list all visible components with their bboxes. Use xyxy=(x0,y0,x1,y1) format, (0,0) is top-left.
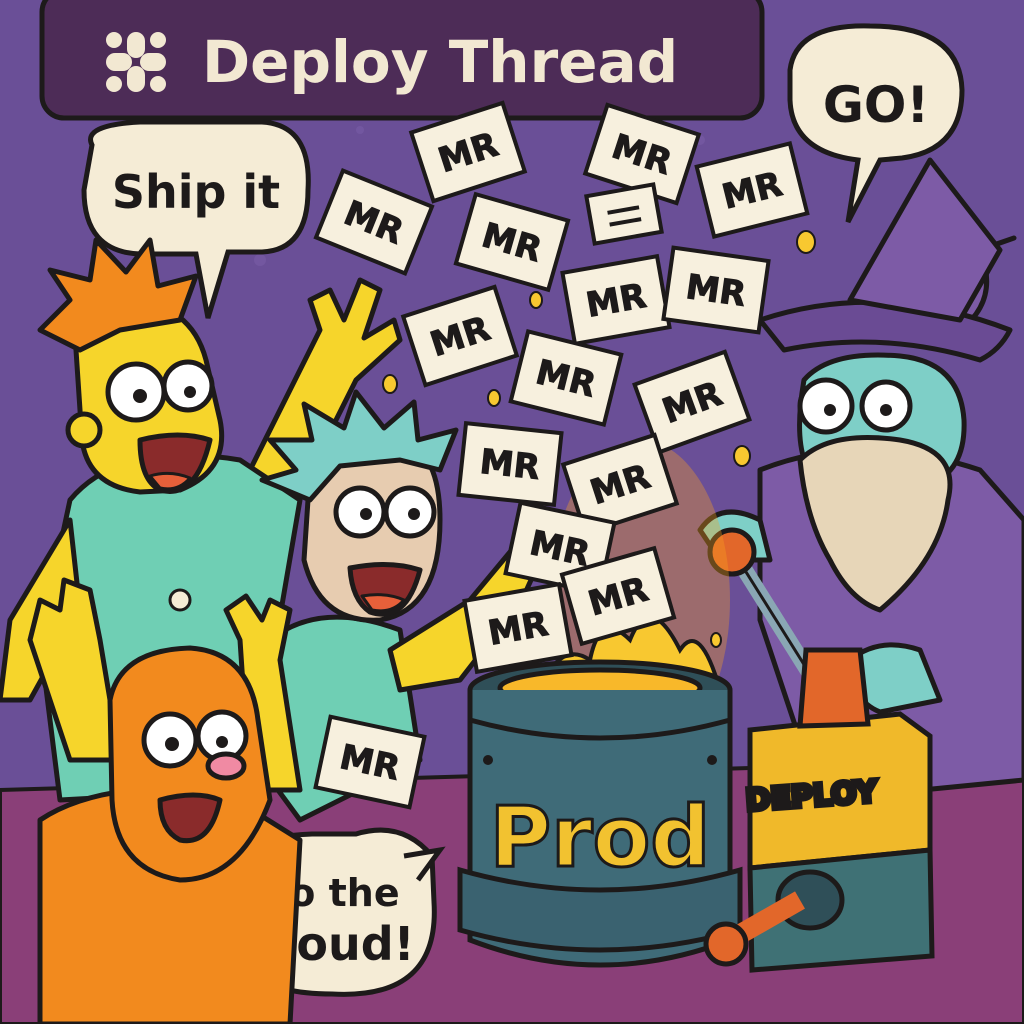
go-text: GO! xyxy=(823,76,929,134)
mr-card: MR xyxy=(456,420,564,508)
mr-card: MR xyxy=(508,329,624,427)
character-orange-beard xyxy=(27,577,303,1024)
mr-card: MR xyxy=(560,253,672,347)
mr-card: MR xyxy=(560,432,680,536)
mr-card: MR xyxy=(408,100,528,204)
mr-card-label: MR xyxy=(478,442,542,488)
mr-card: MR xyxy=(400,284,520,388)
mr-card-label: MR xyxy=(683,267,748,315)
slack-logo-icon xyxy=(106,32,166,92)
mr-card: MR xyxy=(632,349,752,455)
mr-card: MR xyxy=(559,545,677,647)
mr-card: MR xyxy=(313,168,435,276)
blank-note-card xyxy=(584,182,664,246)
mr-card: MR xyxy=(661,245,771,335)
mr-card: MR xyxy=(582,102,702,206)
mr-card: MR xyxy=(453,191,571,293)
ship-it-text: Ship it xyxy=(112,165,280,219)
mr-card: MR xyxy=(313,714,427,810)
speech-bubble-go: GO! xyxy=(787,23,965,224)
prod-label: Prod xyxy=(490,788,711,886)
mr-card: MR xyxy=(694,141,810,239)
sparks xyxy=(382,230,816,648)
header-bar: Deploy Thread xyxy=(39,0,765,121)
mr-card: MR xyxy=(462,581,574,675)
speech-bubble-ship-it: Ship it xyxy=(81,119,311,319)
prod-cauldron: Prod xyxy=(457,659,743,968)
header-title: Deploy Thread xyxy=(202,28,678,96)
deploy-box: DEPLOY xyxy=(703,647,935,973)
